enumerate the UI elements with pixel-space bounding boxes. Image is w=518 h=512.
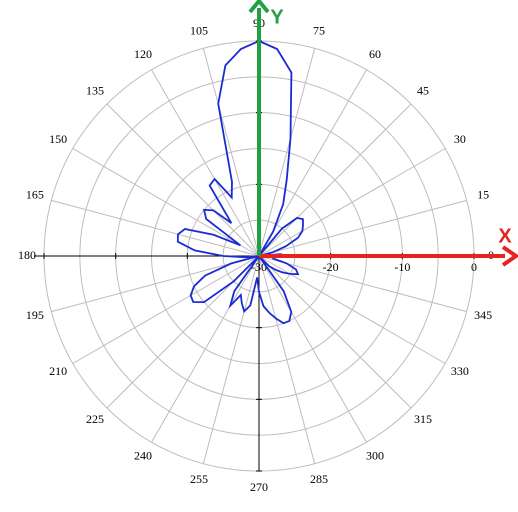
spoke (258, 255, 367, 443)
spoke (106, 103, 260, 257)
angle-label: 315 (414, 412, 432, 426)
spoke (258, 255, 446, 364)
spoke (258, 255, 467, 313)
angle-label: 345 (474, 308, 492, 322)
angle-label: 45 (417, 84, 429, 98)
spoke (202, 255, 260, 464)
angle-label: 210 (49, 364, 67, 378)
spoke (258, 69, 367, 257)
spoke (258, 148, 446, 257)
spoke (51, 199, 260, 257)
spoke (258, 199, 467, 257)
pattern-curve (176, 40, 304, 325)
angle-label: 195 (26, 308, 44, 322)
angle-label: 240 (134, 449, 152, 463)
y-arrow-head (248, 0, 270, 14)
spoke (51, 255, 260, 313)
angle-label: 60 (369, 47, 381, 61)
r-tick-label: -10 (394, 260, 410, 274)
x-arrow-head (501, 245, 518, 267)
y-arrow-label: Y (270, 6, 284, 28)
angle-label: 330 (451, 364, 469, 378)
angle-label: 105 (190, 24, 208, 38)
r-tick-label: -20 (323, 260, 339, 274)
angle-label: 135 (86, 84, 104, 98)
r-tick-label: 0 (471, 260, 477, 274)
angle-label: 300 (366, 449, 384, 463)
angle-label: 75 (313, 24, 325, 38)
spoke (258, 48, 316, 257)
angle-label: 165 (26, 188, 44, 202)
angle-label: 15 (477, 188, 489, 202)
spoke (258, 255, 316, 464)
angle-label: 150 (49, 132, 67, 146)
spoke (258, 255, 412, 409)
spoke (151, 69, 260, 257)
x-arrow-label: X (498, 225, 512, 247)
angle-label: 270 (250, 480, 268, 494)
spoke (151, 255, 260, 443)
angle-label: 30 (454, 132, 466, 146)
angle-label: 255 (190, 472, 208, 486)
angle-label: 225 (86, 412, 104, 426)
angle-label: 120 (134, 47, 152, 61)
spoke (258, 103, 412, 257)
angle-label: 180 (18, 248, 36, 262)
spoke (72, 255, 260, 364)
spoke (202, 48, 260, 257)
angle-label: 285 (310, 472, 328, 486)
spoke (72, 148, 260, 257)
